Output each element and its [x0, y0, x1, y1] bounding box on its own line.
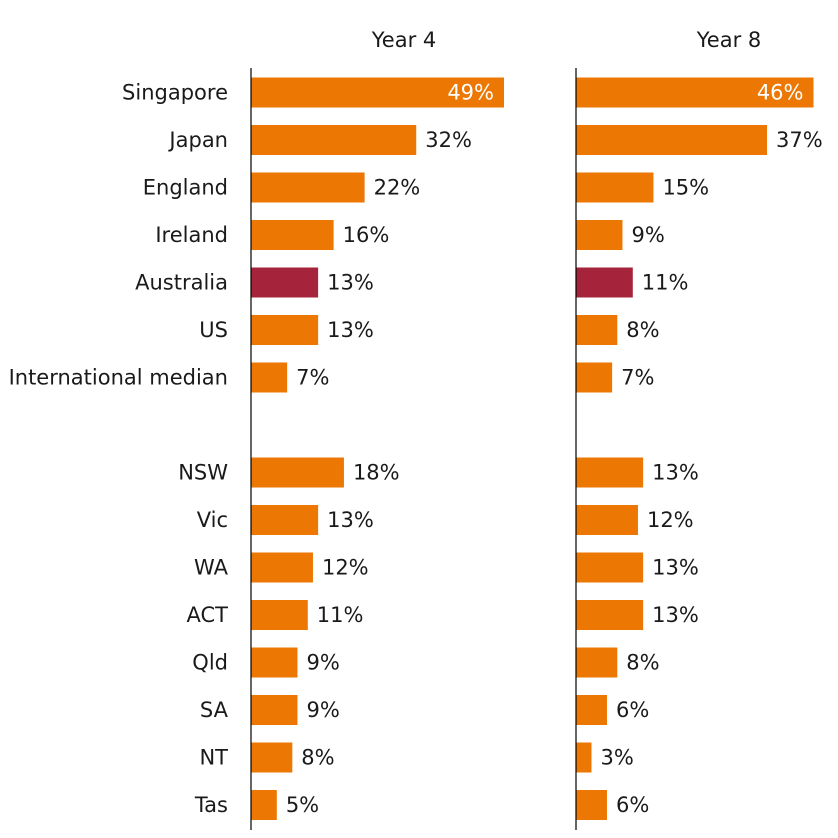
data-label-year-4-sa: 9% [306, 698, 339, 722]
category-label-england: England [143, 176, 228, 200]
bar-year-4-vic [251, 505, 319, 535]
bar-year-8-nt [576, 742, 592, 773]
data-label-year-4-singapore: 49% [447, 81, 494, 105]
category-label-international-median: International median [9, 366, 228, 390]
category-label-ireland: Ireland [155, 223, 228, 247]
bar-year-4-tas [251, 790, 277, 820]
bar-year-8-england [576, 172, 654, 203]
category-label-wa: WA [194, 556, 229, 580]
data-label-year-4-vic: 13% [327, 508, 374, 532]
data-label-year-8-us: 8% [626, 318, 659, 342]
bar-year-8-international-median [576, 362, 613, 393]
data-label-year-4-us: 13% [327, 318, 374, 342]
data-label-year-4-england: 22% [374, 176, 421, 200]
data-label-year-4-tas: 5% [286, 793, 319, 817]
data-label-year-4-wa: 12% [322, 556, 369, 580]
panel-year-8: Year 8 46% 37% 15% 9% 11% 8% 7% 13% 12% 13% 13% 8% 6%… [575, 28, 823, 830]
panel-year-4: Year 4 49% 32%22% 16% 13% 13% 7% 18% 13% 12% 11% 9%… [250, 28, 504, 830]
bar-year-8-wa [576, 552, 644, 583]
data-label-year-8-nsw: 13% [652, 461, 699, 485]
data-label-year-8-wa: 13% [652, 556, 699, 580]
data-label-year-8-sa: 6% [616, 698, 649, 722]
bar-year-8-ireland [576, 220, 623, 250]
bar-year-4-singapore [251, 77, 504, 108]
bar-year-4-nsw [251, 457, 344, 488]
bar-year-4-japan [251, 125, 417, 155]
category-label-qld: Qld [192, 651, 228, 675]
data-label-year-8-act: 13% [652, 603, 699, 627]
data-label-year-4-japan: 32% [425, 128, 472, 152]
category-label-australia: Australia [135, 271, 228, 295]
data-label-year-4-international-median: 7% [296, 366, 329, 390]
bar-year-4-act [251, 600, 308, 630]
data-label-year-8-qld: 8% [626, 651, 659, 675]
data-label-year-4-act: 11% [317, 603, 364, 627]
bar-year-4-wa [251, 552, 313, 583]
data-label-year-4-nt: 8% [301, 746, 334, 770]
bar-year-4-england [251, 172, 365, 203]
bar-year-8-act [576, 600, 644, 630]
bar-year-8-australia [576, 267, 633, 298]
panel-title-year-8: Year 8 [696, 28, 762, 52]
bar-year-4-qld [251, 647, 298, 678]
bar-year-8-nsw [576, 457, 644, 488]
data-label-year-8-singapore: 46% [757, 81, 804, 105]
bar-year-4-international-median [251, 362, 288, 393]
bar-year-4-nt [251, 742, 293, 773]
category-label-us: US [199, 318, 228, 342]
bar-year-8-vic [576, 505, 638, 535]
data-label-year-4-australia: 13% [327, 271, 374, 295]
bar-year-4-ireland [251, 220, 334, 250]
data-label-year-8-england: 15% [662, 176, 709, 200]
data-label-year-4-ireland: 16% [343, 223, 390, 247]
category-label-nsw: NSW [178, 461, 228, 485]
category-label-vic: Vic [197, 508, 228, 532]
category-label-act: ACT [187, 603, 229, 627]
bar-year-8-japan [576, 125, 768, 155]
category-label-nt: NT [199, 746, 228, 770]
bar-year-8-tas [576, 790, 607, 820]
panel-title-year-4: Year 4 [371, 28, 437, 52]
data-label-year-8-australia: 11% [642, 271, 689, 295]
data-label-year-8-nt: 3% [600, 746, 633, 770]
data-label-year-8-international-median: 7% [621, 366, 654, 390]
bar-year-8-sa [576, 695, 607, 725]
bar-year-8-singapore [576, 77, 814, 108]
data-label-year-8-vic: 12% [647, 508, 694, 532]
data-label-year-8-japan: 37% [776, 128, 823, 152]
chart-panels: Year 4 49% 32%22% 16% 13% 13% 7% 18% 13% 12% 11% 9%… [250, 28, 823, 830]
bar-year-8-qld [576, 647, 618, 678]
bar-year-4-australia [251, 267, 319, 298]
category-labels: Singapore Japan England Ireland Australia US I… [9, 81, 229, 818]
data-label-year-8-ireland: 9% [631, 223, 664, 247]
data-label-year-8-tas: 6% [616, 793, 649, 817]
category-label-tas: Tas [194, 793, 228, 817]
data-label-year-4-qld: 9% [306, 651, 339, 675]
category-label-singapore: Singapore [122, 81, 228, 105]
category-label-sa: SA [200, 698, 229, 722]
category-label-japan: Japan [167, 128, 228, 152]
bar-year-4-us [251, 315, 319, 345]
data-label-year-4-nsw: 18% [353, 461, 400, 485]
bar-year-8-us [576, 315, 618, 345]
bar-year-4-sa [251, 695, 298, 725]
